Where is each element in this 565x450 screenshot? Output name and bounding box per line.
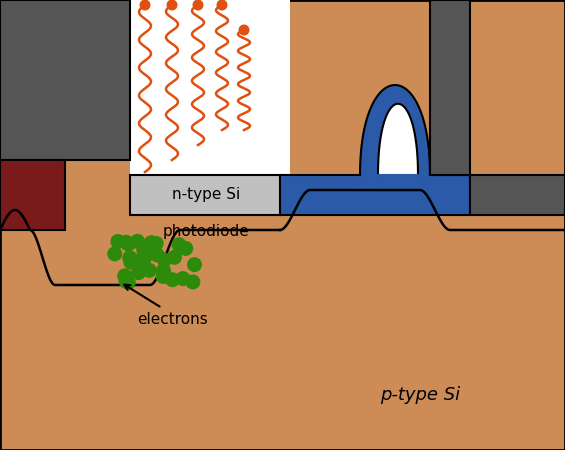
Circle shape	[188, 258, 201, 271]
Circle shape	[142, 264, 156, 277]
Circle shape	[167, 0, 177, 10]
Circle shape	[131, 234, 144, 248]
Bar	[130, 0, 290, 185]
Bar	[470, 175, 565, 215]
Circle shape	[176, 272, 190, 285]
Circle shape	[137, 243, 151, 256]
Text: electrons: electrons	[137, 312, 207, 328]
Text: p-type Si: p-type Si	[380, 386, 460, 404]
Polygon shape	[378, 104, 418, 175]
Circle shape	[239, 25, 249, 35]
Circle shape	[131, 254, 144, 268]
Bar	[0, 160, 65, 230]
Circle shape	[149, 237, 163, 250]
Text: n-type Si: n-type Si	[172, 186, 240, 202]
Circle shape	[179, 242, 193, 255]
Circle shape	[138, 251, 151, 265]
Circle shape	[123, 251, 137, 265]
Circle shape	[157, 270, 170, 284]
Circle shape	[118, 269, 132, 283]
Circle shape	[140, 0, 150, 10]
Text: photodiode: photodiode	[163, 225, 249, 239]
Circle shape	[121, 276, 135, 289]
Circle shape	[172, 238, 186, 252]
Circle shape	[158, 253, 171, 267]
Bar	[430, 0, 470, 175]
Circle shape	[193, 0, 203, 10]
Circle shape	[132, 266, 145, 279]
Circle shape	[157, 264, 170, 277]
Bar	[130, 175, 282, 215]
Circle shape	[119, 274, 133, 288]
Circle shape	[111, 235, 125, 248]
Circle shape	[124, 256, 138, 269]
Circle shape	[108, 247, 121, 261]
Circle shape	[150, 248, 164, 261]
Circle shape	[121, 237, 135, 251]
Circle shape	[119, 235, 133, 249]
Circle shape	[145, 236, 158, 249]
Polygon shape	[280, 85, 470, 215]
Circle shape	[168, 251, 181, 264]
Bar	[0, 0, 130, 160]
Circle shape	[186, 275, 199, 289]
Circle shape	[166, 273, 179, 287]
Circle shape	[217, 0, 227, 10]
